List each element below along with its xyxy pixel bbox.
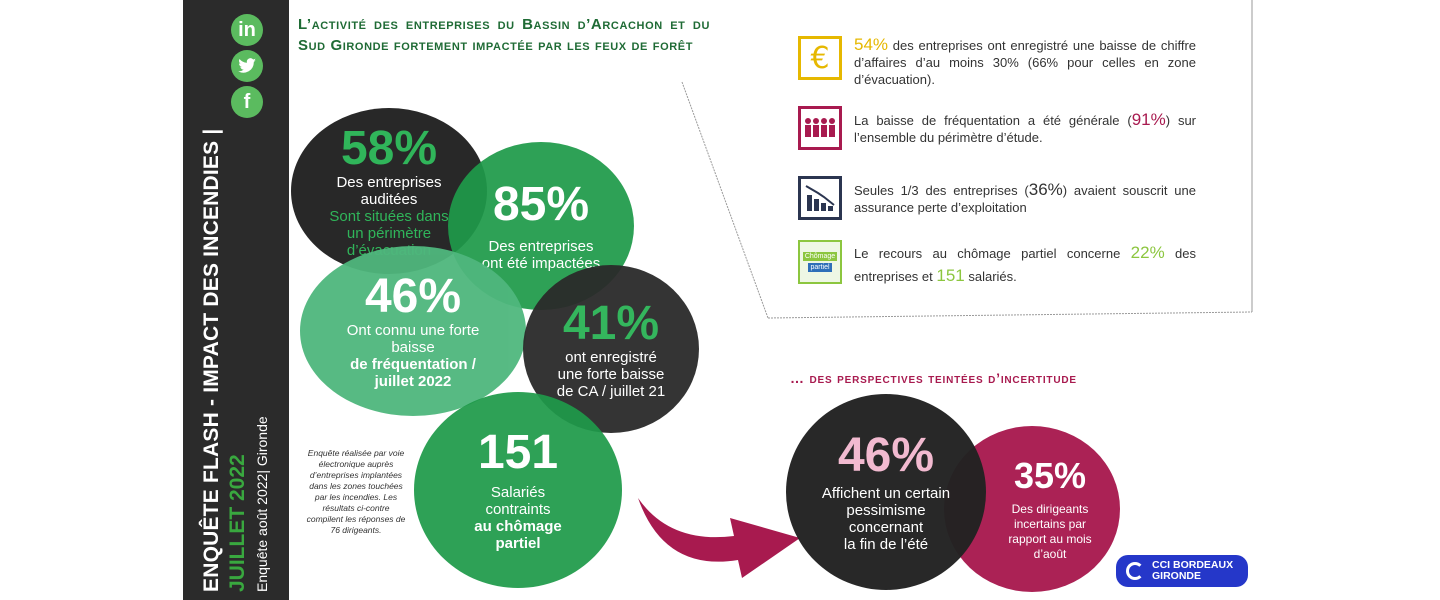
circle-58-line1: Des entreprises	[336, 173, 442, 191]
circle-85-line1: Des entreprises	[488, 238, 594, 255]
stat-chomage-pre: Le recours au chômage partiel concerne	[854, 246, 1131, 261]
stat-assurance-post: ) avaient souscrit une assurance perte d…	[854, 183, 1196, 215]
circle-151-line4: partiel	[495, 535, 541, 552]
cci-line2: GIRONDE	[1152, 570, 1202, 582]
stat-chomage-highlight: 22%	[1130, 243, 1165, 262]
sidebar-title: ENQUÊTE FLASH - IMPACT DES INCENDIES |	[200, 128, 223, 592]
stat-ca-highlight: 54%	[854, 35, 889, 54]
facebook-icon[interactable]: f	[231, 86, 263, 118]
twitter-bird-glyph	[238, 58, 256, 73]
page-title: L’activité des entreprises du Bassin d’A…	[298, 16, 710, 54]
chomage-icon-label2: partiel	[808, 263, 832, 272]
stat-row-assurance: Seules 1/3 des entreprises (36%) avaient…	[798, 176, 1218, 220]
stat-chomage-highlight2: 151	[936, 266, 965, 285]
stat-frequentation-highlight: 91%	[1131, 110, 1166, 129]
euro-icon: €	[798, 36, 842, 80]
circle-35-line1: Des dirigeants	[1011, 502, 1089, 516]
circle-85-value: 85%	[492, 178, 590, 231]
stat-chomage-mid: des entreprises et	[854, 246, 1197, 284]
perspectives-title: … des perspectives teintées d’incertitud…	[790, 370, 1077, 386]
survey-note: Enquête réalisée par voie électronique a…	[306, 448, 406, 535]
circle-46p-value: 46%	[837, 429, 935, 482]
stat-frequentation-text: La baisse de fréquentation a été général…	[854, 111, 1196, 146]
circle-58-line4: un périmètre	[346, 224, 432, 242]
chomage-icon-label1: Chômage	[802, 252, 838, 261]
stat-assurance-highlight: 36%	[1028, 180, 1063, 199]
stat-row-ca: € 54% des entreprises ont enregistré une…	[798, 36, 1218, 88]
arrow-icon	[638, 498, 800, 578]
circle-46: 46% Ont connu une forte baisse de fréque…	[300, 246, 526, 416]
circle-151: 151 Salariés contraints au chômage parti…	[414, 392, 622, 588]
stat-row-chomage: Chômage partiel Le recours au chômage pa…	[798, 240, 1218, 288]
stat-frequentation-post: ) sur l’ensemble du périmètre d’étude.	[854, 113, 1197, 145]
cci-line1: CCI BORDEAUX	[1152, 559, 1234, 571]
stat-row-frequentation: La baisse de fréquentation a été général…	[798, 106, 1218, 150]
circle-35-line4: d’août	[1033, 547, 1067, 561]
circle-151-line1: Salariés	[490, 484, 546, 501]
sidebar-source: Enquête août 2022| Gironde	[254, 416, 270, 592]
circle-151-value: 151	[477, 426, 559, 479]
cci-mark-icon	[1126, 562, 1144, 580]
chart-down-icon	[798, 176, 842, 220]
linkedin-label: in	[238, 18, 256, 41]
facebook-label: f	[243, 90, 251, 113]
cci-text: CCI BORDEAUX GIRONDE	[1152, 560, 1233, 582]
sidebar-date: JUILLET 2022	[226, 454, 249, 592]
circle-46-line3: de fréquentation /	[350, 356, 476, 373]
circle-46-line1: Ont connu une forte	[346, 322, 480, 339]
circle-46p-line1: Affichent un certain	[821, 485, 951, 502]
circle-41-value: 41%	[562, 296, 660, 350]
circle-41-line2: une forte baisse	[557, 365, 665, 383]
circle-46p-line2: pessimisme	[846, 502, 926, 519]
people-icon	[798, 106, 842, 150]
circle-46-line4: juillet 2022	[374, 373, 452, 390]
circle-35-value: 35%	[1013, 455, 1087, 496]
divider-lines	[681, 0, 1253, 319]
stat-chomage-text: Le recours au chômage partiel concerne 2…	[854, 242, 1196, 288]
circle-35-line2: incertains par	[1013, 517, 1087, 531]
circle-46-value: 46%	[364, 270, 462, 323]
stat-assurance-text: Seules 1/3 des entreprises (36%) avaient…	[854, 181, 1196, 216]
circle-58: 58% Des entreprises auditées Sont située…	[291, 108, 487, 274]
circle-58-line2: auditées	[360, 190, 418, 208]
circle-151-line2: contraints	[485, 501, 551, 518]
circle-46p-line4: la fin de l’été	[843, 536, 929, 553]
chart-down-glyph	[805, 185, 835, 211]
circle-41-line1: ont enregistré	[565, 348, 657, 366]
stat-assurance-pre: Seules 1/3 des entreprises (	[854, 183, 1029, 198]
circle-58-line3: Sont situées dans	[329, 207, 449, 225]
circle-58-value: 58%	[340, 121, 438, 175]
circle-85-line2: ont été impactées	[481, 255, 601, 272]
circle-41-line3: de CA / juillet 21	[556, 382, 666, 400]
circle-46-line2: baisse	[391, 339, 435, 356]
twitter-icon[interactable]	[231, 50, 263, 82]
stat-frequentation-pre: La baisse de fréquentation a été général…	[854, 113, 1132, 128]
linkedin-icon[interactable]: in	[231, 14, 263, 46]
circle-46p-line3: concernant	[848, 519, 924, 536]
chomage-icon: Chômage partiel	[798, 240, 842, 284]
circle-35-line3: rapport au mois	[1008, 532, 1092, 546]
circle-46-pessimisme: 46% Affichent un certain pessimisme conc…	[786, 394, 986, 590]
circle-151-line3: au chômage	[474, 518, 562, 535]
stat-chomage-post: salariés.	[964, 269, 1017, 284]
stat-ca-body: des entreprises ont enregistré une baiss…	[854, 38, 1196, 87]
people-glyph	[805, 118, 835, 137]
stat-ca-text: 54% des entreprises ont enregistré une b…	[854, 36, 1196, 88]
cci-logo[interactable]: CCI BORDEAUX GIRONDE	[1116, 555, 1248, 587]
